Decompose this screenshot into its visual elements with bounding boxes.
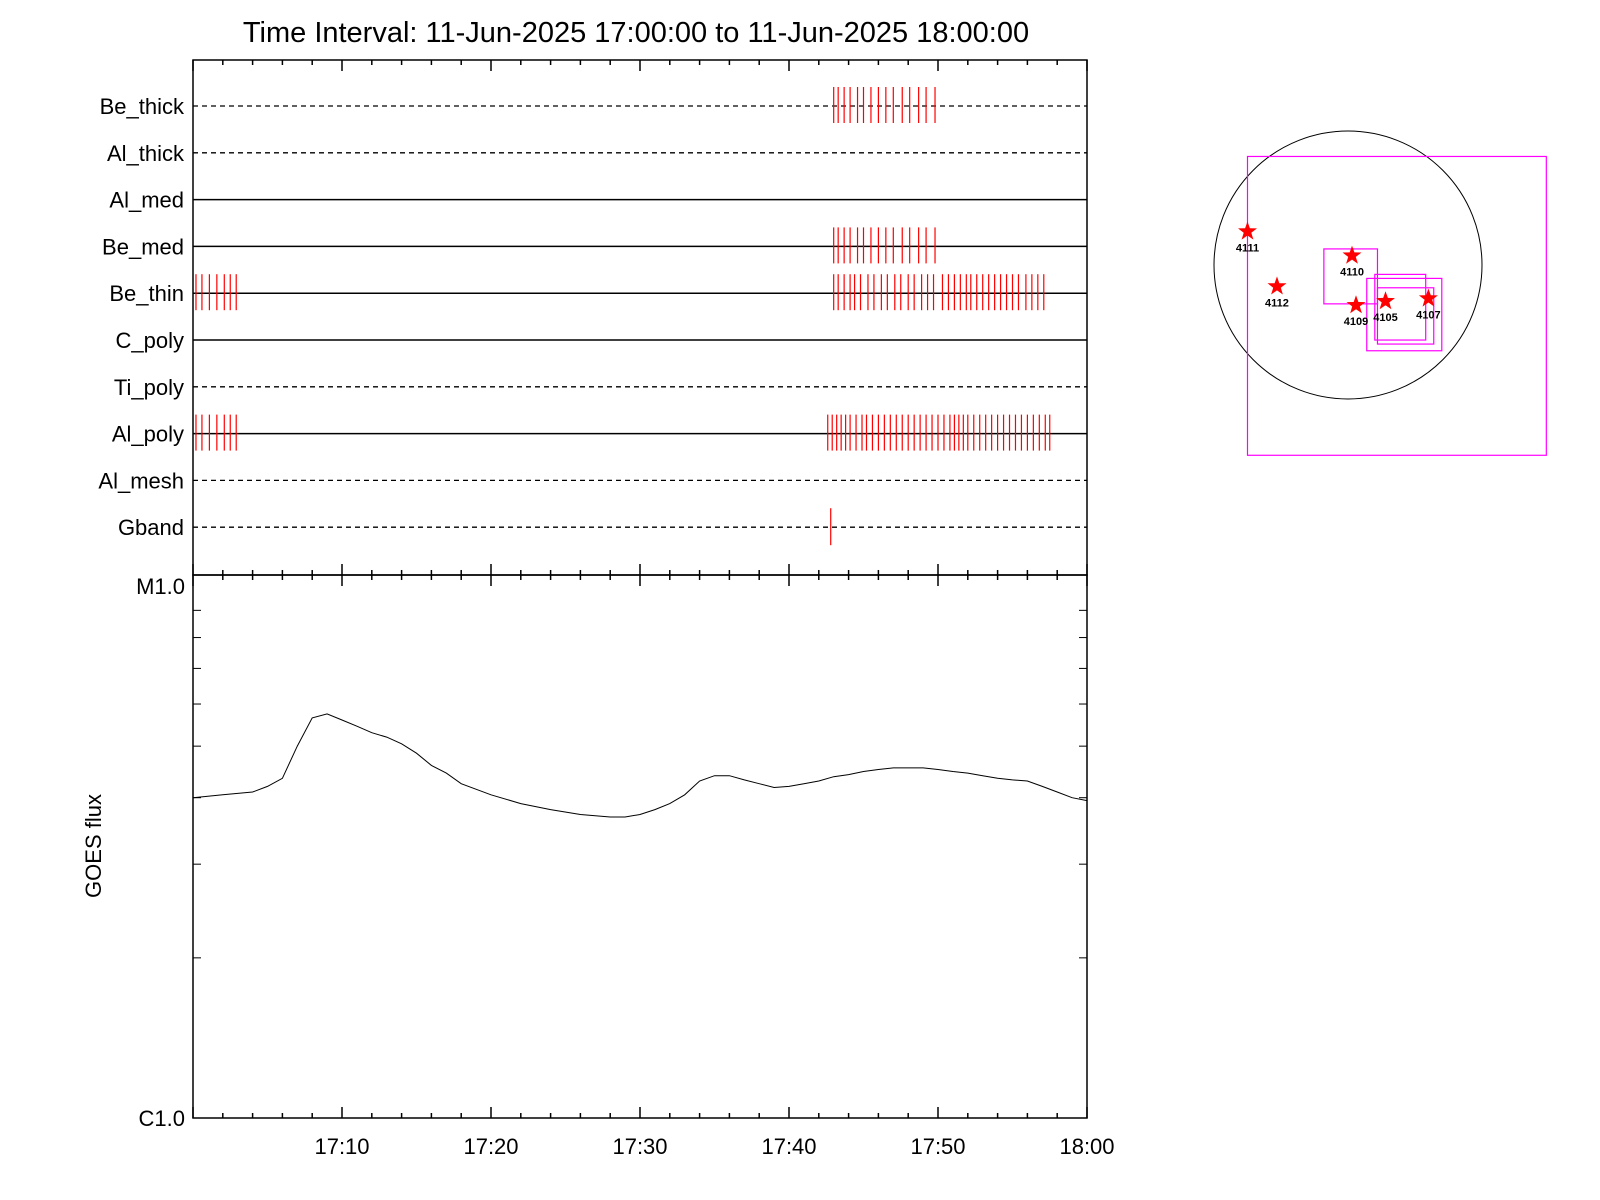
channel-label: Be_thick: [100, 94, 185, 119]
y-tick-label: M1.0: [136, 574, 185, 599]
channel-label: Al_med: [109, 188, 184, 213]
active-region-label: 4105: [1373, 312, 1397, 324]
channel-label: Gband: [118, 515, 184, 540]
active-region-star: [1267, 276, 1287, 295]
x-tick-label: 17:30: [612, 1134, 667, 1159]
event-raster-panel: Be_thick Al_thick Al_med Be_med Be_thin C_pol…: [98, 59, 1088, 576]
channel-label: Ti_poly: [114, 375, 184, 400]
channel-label: Be_med: [102, 234, 184, 259]
chart-title: Time Interval: 11-Jun-2025 17:00:00 to 1…: [243, 17, 1029, 49]
active-region-label: 4110: [1340, 267, 1364, 279]
field-of-view-box: [1366, 277, 1443, 352]
active-region-label: 4107: [1416, 310, 1440, 322]
x-tick-label: 17:40: [761, 1134, 816, 1159]
x-tick-label: 17:50: [910, 1134, 965, 1159]
x-tick-label: 17:20: [463, 1134, 518, 1159]
y-tick-label: C1.0: [139, 1106, 185, 1131]
active-region-star: [1376, 291, 1395, 310]
channel-label: Be_thin: [109, 281, 184, 306]
sun-disk: [1213, 130, 1483, 400]
channel-label: Al_mesh: [98, 468, 184, 493]
active-region-star: [1342, 245, 1362, 264]
active-region-label: 4112: [1265, 297, 1289, 309]
goes-flux-line: [192, 713, 1088, 818]
active-region-label: 4111: [1236, 243, 1259, 255]
field-of-view-box: [1374, 273, 1427, 341]
sun-disk-map: 4111 4110 4112 4109 4105 4107: [1213, 130, 1547, 456]
lightcurve-frame: [192, 574, 1088, 1119]
channel-label: C_poly: [116, 328, 184, 353]
active-region-star: [1418, 288, 1438, 307]
x-tick-label: 18:00: [1059, 1134, 1114, 1159]
field-of-view-box: [1246, 155, 1547, 456]
active-region-star: [1238, 221, 1257, 240]
active-region-star: [1346, 295, 1366, 314]
raster-frame: [192, 59, 1088, 576]
channel-label: Al_poly: [112, 422, 184, 447]
active-region-label: 4109: [1344, 316, 1368, 328]
x-tick-label: 17:10: [314, 1134, 369, 1159]
channel-label: Al_thick: [107, 141, 185, 166]
field-of-view-box: [1376, 287, 1435, 345]
goes-lightcurve-panel: GOES flux M1.0 C1.0 17:10 17:20 17:30 17:40 17…: [81, 574, 1115, 1159]
y-axis-label: GOES flux: [81, 794, 106, 898]
